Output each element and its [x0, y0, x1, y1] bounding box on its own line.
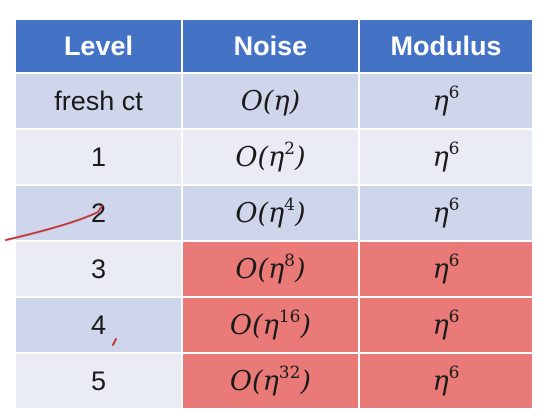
modulus-exponent: 6 — [448, 194, 460, 215]
noise-close: ) — [300, 365, 311, 397]
noise-close: ) — [295, 197, 306, 229]
noise-close: ) — [289, 85, 301, 117]
table-row: 2 O(η4) η6 — [14, 184, 535, 242]
level-cell: 1 — [14, 128, 183, 186]
noise-expression: O(η2) — [235, 138, 306, 173]
modulus-cell: η6 — [357, 296, 535, 354]
noise-base: O(η — [235, 141, 285, 173]
noise-exponent: 2 — [284, 138, 295, 159]
noise-close: ) — [295, 141, 306, 173]
noise-cell: O(η8) — [180, 240, 360, 298]
noise-modulus-table: Level Noise Modulus fresh ct O(η) η6 1 O(η2)… — [14, 18, 535, 410]
modulus-base: η — [432, 253, 449, 285]
modulus-cell: η6 — [357, 240, 535, 298]
noise-cell: O(η4) — [180, 184, 360, 242]
table-row: 4 O(η16) η6 — [14, 296, 535, 354]
noise-base: O(η — [229, 365, 279, 397]
modulus-exponent: 6 — [448, 362, 460, 383]
noise-exponent: 16 — [278, 306, 301, 327]
noise-close: ) — [300, 309, 311, 341]
level-cell: 4 — [14, 296, 183, 354]
modulus-expression: η6 — [432, 82, 460, 117]
noise-expression: O(η4) — [235, 194, 306, 229]
modulus-cell: η6 — [357, 128, 535, 186]
noise-expression: O(η32) — [229, 362, 311, 397]
level-cell: fresh ct — [14, 72, 183, 130]
modulus-exponent: 6 — [448, 250, 460, 271]
modulus-base: η — [432, 141, 449, 173]
modulus-cell: η6 — [357, 184, 535, 242]
noise-exponent: 4 — [284, 194, 295, 215]
noise-cell: O(η) — [180, 72, 360, 130]
modulus-expression: η6 — [432, 138, 460, 173]
noise-close: ) — [295, 253, 306, 285]
table-row: 1 O(η2) η6 — [14, 128, 535, 186]
noise-expression: O(η16) — [229, 306, 311, 341]
modulus-exponent: 6 — [448, 82, 460, 103]
noise-base: O(η — [229, 309, 279, 341]
noise-expression: O(η8) — [235, 250, 306, 285]
modulus-expression: η6 — [432, 362, 460, 397]
noise-cell: O(η16) — [180, 296, 360, 354]
header-row: Level Noise Modulus — [14, 18, 535, 74]
noise-exponent: 32 — [278, 362, 301, 383]
level-cell: 3 — [14, 240, 183, 298]
level-cell: 2 — [14, 184, 183, 242]
modulus-base: η — [432, 85, 449, 117]
noise-expression: O(η) — [241, 86, 300, 117]
level-cell: 5 — [14, 352, 183, 410]
modulus-cell: η6 — [357, 72, 535, 130]
header-modulus: Modulus — [357, 18, 535, 74]
modulus-expression: η6 — [432, 306, 460, 341]
noise-exponent: 8 — [284, 250, 295, 271]
noise-base: O(η — [235, 197, 285, 229]
header-level: Level — [14, 18, 183, 74]
header-noise: Noise — [180, 18, 360, 74]
table-row: 3 O(η8) η6 — [14, 240, 535, 298]
noise-cell: O(η32) — [180, 352, 360, 410]
modulus-expression: η6 — [432, 194, 460, 229]
modulus-exponent: 6 — [448, 306, 460, 327]
modulus-base: η — [432, 365, 449, 397]
modulus-cell: η6 — [357, 352, 535, 410]
modulus-base: η — [432, 309, 449, 341]
modulus-base: η — [432, 197, 449, 229]
modulus-expression: η6 — [432, 250, 460, 285]
table-row: 5 O(η32) η6 — [14, 352, 535, 410]
table-row: fresh ct O(η) η6 — [14, 72, 535, 130]
modulus-exponent: 6 — [448, 138, 460, 159]
noise-base: O(η — [240, 85, 290, 117]
noise-cell: O(η2) — [180, 128, 360, 186]
noise-base: O(η — [235, 253, 285, 285]
